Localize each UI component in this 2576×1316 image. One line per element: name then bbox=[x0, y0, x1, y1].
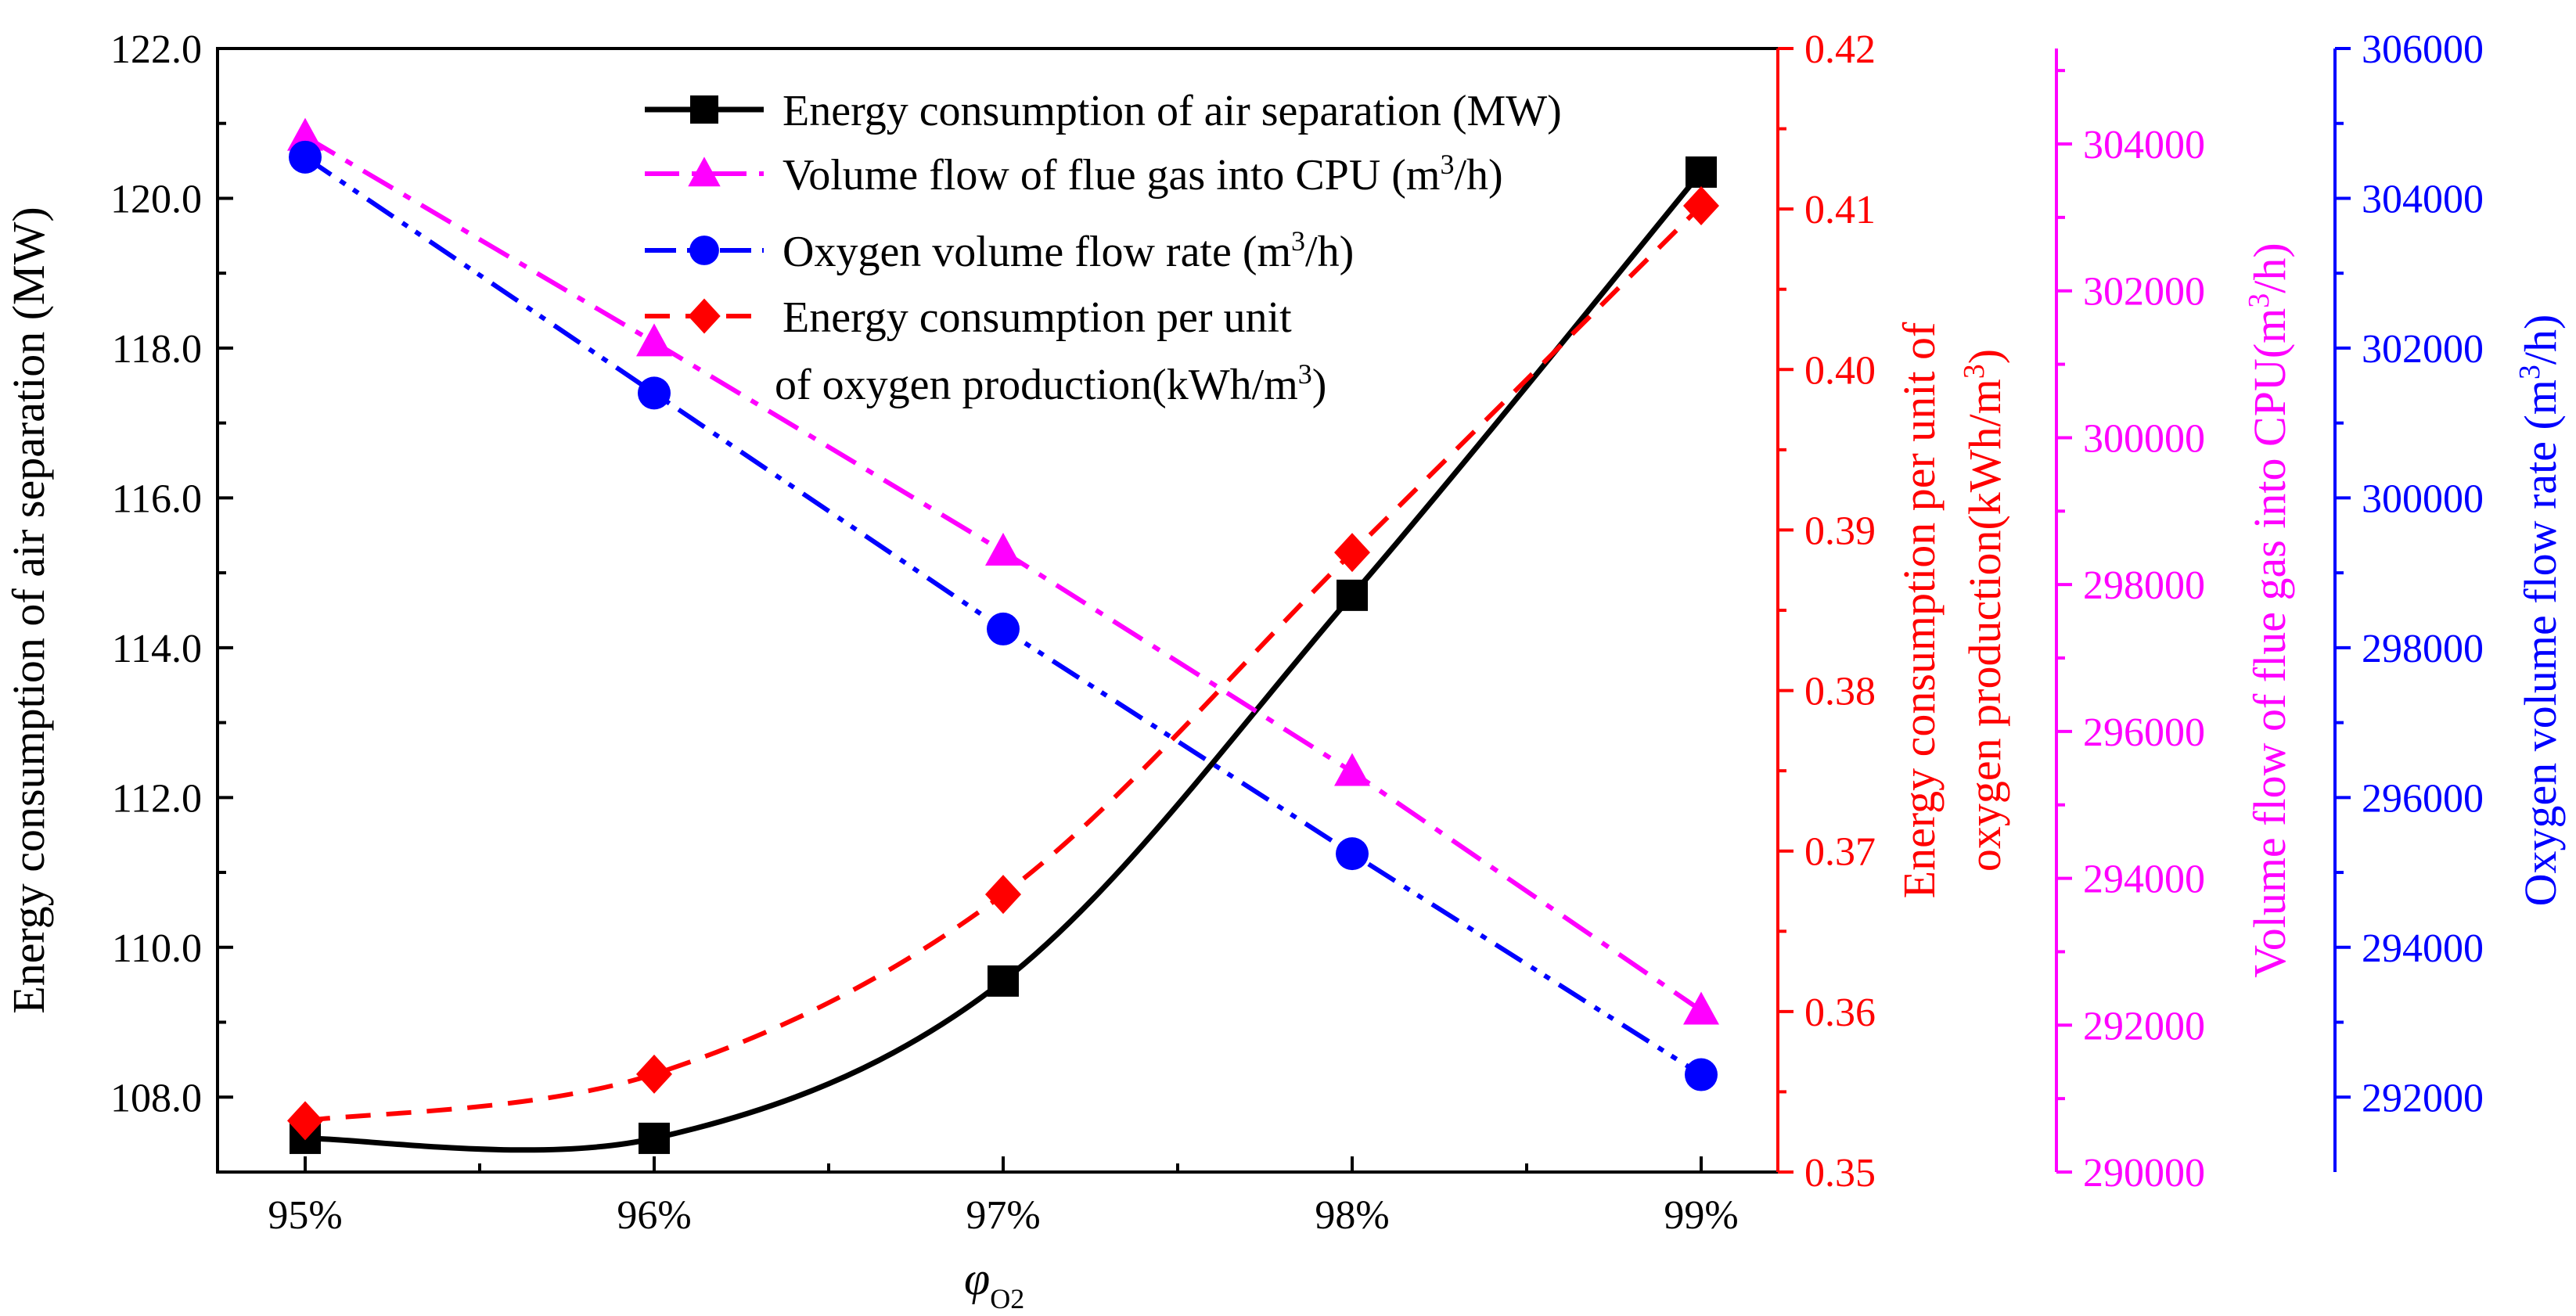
plot-frame bbox=[216, 47, 1779, 1174]
red-tick-label: 0.38 bbox=[1804, 670, 1876, 714]
blue-tick-label: 306000 bbox=[2362, 27, 2484, 72]
legend-label-part: Energy consumption of air separation (MW… bbox=[783, 87, 1562, 135]
legend-label-end: /h) bbox=[1454, 151, 1502, 200]
series-line-red bbox=[304, 203, 1704, 1124]
magenta-axis-title: Volume flow of flue gas into CPU(m3/h) bbox=[2243, 243, 2295, 977]
legend-label-part: Energy consumption per unit bbox=[783, 293, 1292, 342]
series-point-blue bbox=[1336, 837, 1369, 871]
magenta-tick-label: 300000 bbox=[2083, 416, 2205, 461]
legend-label-part: Oxygen volume flow rate (m bbox=[783, 228, 1291, 276]
series-point-left bbox=[639, 1122, 670, 1154]
red-tick-label: 0.37 bbox=[1804, 830, 1876, 875]
left-tick-label: 112.0 bbox=[112, 776, 202, 821]
series-point-left bbox=[1686, 156, 1717, 188]
series-point-left bbox=[1337, 579, 1368, 611]
magenta-axis-title-part: Volume flow of flue gas into CPU(m bbox=[2244, 308, 2295, 978]
series-point-red bbox=[985, 875, 1021, 915]
blue-tick-label: 304000 bbox=[2362, 177, 2484, 221]
series-point-left bbox=[988, 965, 1019, 997]
magenta-tick-label: 290000 bbox=[2083, 1151, 2205, 1196]
red-tick-label: 0.42 bbox=[1804, 27, 1876, 72]
legend-label: of oxygen production(kWh/m3) bbox=[775, 358, 1326, 409]
legend-label: Oxygen volume flow rate (m3/h) bbox=[783, 225, 1354, 276]
legend-label: Energy consumption per unit bbox=[783, 293, 1292, 342]
series-point-magenta bbox=[985, 532, 1021, 566]
left-axis-title: Energy consumption of air separation (MW… bbox=[3, 207, 54, 1013]
series-point-magenta bbox=[1683, 991, 1719, 1025]
blue-axis-title-part: Oxygen volume flow rate (m bbox=[2515, 379, 2566, 906]
series-point-blue bbox=[638, 376, 671, 410]
legend-marker-blue bbox=[689, 236, 719, 265]
red-tick-label: 0.39 bbox=[1804, 509, 1876, 553]
legend-label-sup: 3 bbox=[1440, 149, 1454, 180]
legend-label-sup: 3 bbox=[1291, 225, 1305, 257]
blue-tick-label: 302000 bbox=[2362, 327, 2484, 372]
legend-label-part: Volume flow of flue gas into CPU (m bbox=[783, 151, 1440, 200]
left-tick-label: 118.0 bbox=[112, 327, 202, 372]
red-tick-label: 0.35 bbox=[1804, 1151, 1876, 1196]
x-tick-label: 99% bbox=[1664, 1193, 1738, 1238]
legend-marker-red bbox=[688, 298, 721, 334]
series-point-red bbox=[1334, 533, 1370, 573]
magenta-axis-title-end: /h) bbox=[2244, 243, 2295, 293]
blue-tick-label: 292000 bbox=[2362, 1076, 2484, 1120]
series-line-left bbox=[304, 170, 1704, 1153]
red-tick-label: 0.36 bbox=[1804, 991, 1876, 1035]
x-axis-subscript: O2 bbox=[990, 1283, 1024, 1314]
series-point-magenta bbox=[287, 117, 323, 151]
legend-label-part: of oxygen production(kWh/m bbox=[775, 361, 1298, 409]
legend-label-end: ) bbox=[1312, 361, 1327, 409]
magenta-tick-label: 296000 bbox=[2083, 710, 2205, 755]
x-tick-label: 96% bbox=[617, 1193, 691, 1238]
blue-tick-label: 300000 bbox=[2362, 476, 2484, 521]
legend-label: Energy consumption of air separation (MW… bbox=[783, 87, 1562, 135]
blue-axis-title-sup: 3 bbox=[2513, 365, 2546, 379]
legend-label-sup: 3 bbox=[1298, 358, 1312, 390]
series-point-blue bbox=[987, 612, 1020, 645]
legend-marker-magenta bbox=[688, 156, 721, 187]
blue-axis-title: Oxygen volume flow rate (m3/h) bbox=[2513, 315, 2566, 907]
legend-label-end: /h) bbox=[1305, 228, 1354, 276]
magenta-tick-label: 294000 bbox=[2083, 858, 2205, 902]
x-axis-symbol: φ bbox=[964, 1253, 990, 1304]
left-tick-label: 116.0 bbox=[112, 476, 202, 521]
left-tick-label: 110.0 bbox=[112, 926, 202, 971]
red-axis-title-line2-part: oxygen production(kWh/m bbox=[1959, 379, 2010, 872]
x-axis-title: φO2 bbox=[964, 1253, 1024, 1314]
blue-tick-label: 294000 bbox=[2362, 926, 2484, 971]
series-point-red bbox=[1683, 186, 1719, 226]
series-point-magenta bbox=[636, 323, 672, 357]
red-tick-label: 0.41 bbox=[1804, 188, 1876, 232]
blue-tick-label: 296000 bbox=[2362, 776, 2484, 821]
legend-marker-left bbox=[690, 95, 718, 124]
magenta-tick-label: 302000 bbox=[2083, 270, 2205, 315]
left-tick-label: 122.0 bbox=[110, 27, 202, 72]
x-tick-label: 95% bbox=[268, 1193, 342, 1238]
series-point-blue bbox=[289, 140, 322, 174]
series-point-red bbox=[287, 1101, 323, 1141]
series-point-blue bbox=[1685, 1058, 1718, 1091]
series-point-magenta bbox=[1334, 753, 1370, 786]
left-tick-label: 108.0 bbox=[110, 1076, 202, 1120]
red-axis-title-line2: oxygen production(kWh/m3) bbox=[1958, 349, 2010, 872]
magenta-tick-label: 292000 bbox=[2083, 1004, 2205, 1048]
red-axis-title-line2-sup: 3 bbox=[1958, 364, 1991, 379]
magenta-axis-title-sup: 3 bbox=[2243, 293, 2276, 308]
left-tick-label: 114.0 bbox=[112, 627, 202, 671]
legend-label: Volume flow of flue gas into CPU (m3/h) bbox=[783, 149, 1503, 200]
series-point-red bbox=[636, 1054, 672, 1094]
x-tick-label: 97% bbox=[966, 1193, 1040, 1238]
blue-tick-label: 298000 bbox=[2362, 627, 2484, 671]
blue-axis-title-end: /h) bbox=[2515, 315, 2566, 365]
red-axis-title-line1: Energy consumption per unit of bbox=[1894, 322, 1945, 898]
x-tick-label: 98% bbox=[1315, 1193, 1389, 1238]
magenta-tick-label: 298000 bbox=[2083, 563, 2205, 608]
red-tick-label: 0.40 bbox=[1804, 348, 1876, 393]
red-axis-title-line2-end: ) bbox=[1959, 349, 2010, 364]
left-tick-label: 120.0 bbox=[110, 177, 202, 221]
magenta-tick-label: 304000 bbox=[2083, 123, 2205, 167]
